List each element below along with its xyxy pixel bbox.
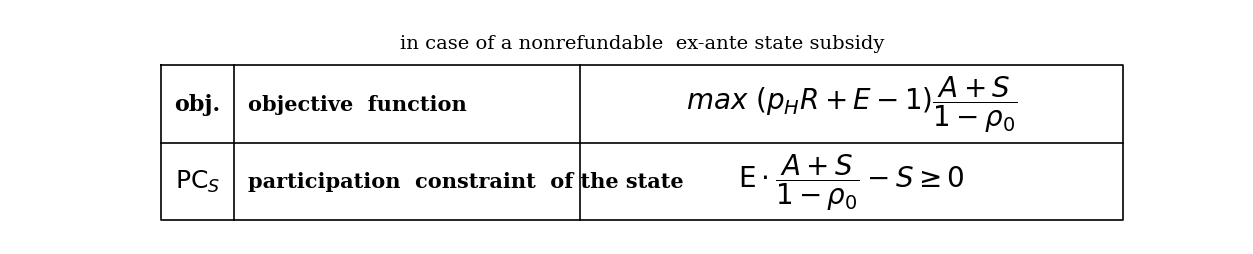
Text: $max\ (p_H R + E - 1) \dfrac{A + S}{1 - \rho_0}$: $max\ (p_H R + E - 1) \dfrac{A + S}{1 - … [685,74,1017,135]
Text: objective  function: objective function [248,94,467,114]
Text: in case of a nonrefundable  ex-ante state subsidy: in case of a nonrefundable ex-ante state… [400,34,885,52]
Text: $\mathrm{PC}_S$: $\mathrm{PC}_S$ [175,168,221,195]
Text: obj.: obj. [174,93,221,115]
Text: $\mathrm{E} \cdot \dfrac{A + S}{1 - \rho_0} - S \geq 0$: $\mathrm{E} \cdot \dfrac{A + S}{1 - \rho… [738,151,965,212]
Text: participation  constraint  of the state: participation constraint of the state [248,172,684,192]
